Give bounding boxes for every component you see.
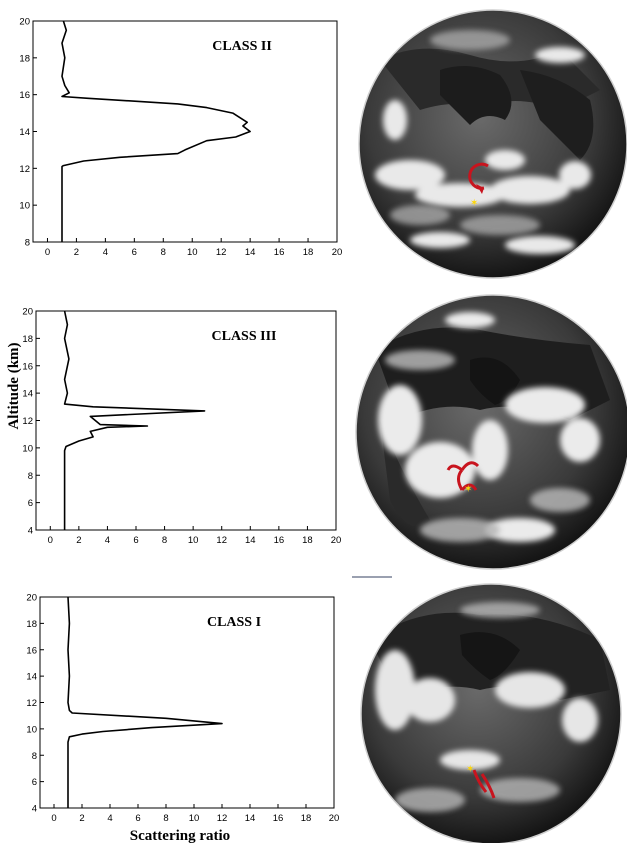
y-tick-label: 14 [19, 127, 30, 138]
x-tick-label: 10 [189, 813, 200, 824]
x-tick-label: 16 [274, 535, 285, 546]
panel-title: CLASS I [207, 615, 261, 630]
y-tick-label: 14 [26, 672, 37, 683]
illegible-caption-mark [352, 576, 392, 578]
y-tick-label: 6 [28, 498, 33, 509]
x-tick-label: 10 [188, 535, 199, 546]
x-axis-label: Scattering ratio [130, 828, 230, 843]
x-tick-label: 8 [163, 813, 168, 824]
x-tick-label: 2 [79, 813, 84, 824]
location-star-icon: ✶ [470, 198, 478, 209]
plot-frame [32, 20, 338, 243]
y-tick-label: 20 [19, 17, 30, 28]
x-tick-label: 8 [161, 247, 166, 258]
profile-line [61, 20, 251, 242]
y-tick-label: 20 [22, 307, 33, 318]
x-tick-label: 2 [74, 247, 79, 258]
x-tick-label: 0 [45, 247, 50, 258]
plot-frame [39, 596, 335, 809]
x-tick-label: 6 [133, 535, 138, 546]
y-tick-label: 10 [22, 443, 33, 454]
y-axis-label: Altitude (km) [6, 342, 22, 429]
convection-marker-icon [446, 461, 480, 491]
profile-panel-2: 0 2 4 6 8 10 12 14 16 18 20 4 6 8 10 12 14 16 18 20 CLASS II… [22, 307, 341, 547]
cyclone-arrow-icon [476, 184, 484, 194]
x-tick-label: 14 [245, 247, 256, 258]
x-tick-label: 0 [48, 535, 53, 546]
satellite-globe-class-i: ✶ [360, 583, 622, 843]
x-tick-label: 16 [274, 247, 285, 258]
profile-panel-1: 0 2 4 6 8 10 12 14 16 18 20 8 10 12 14 16 18 20 CLASS II [19, 17, 342, 259]
x-tick-label: 0 [51, 813, 56, 824]
cyclone-marker-icon [468, 162, 489, 190]
x-tick-label: 20 [329, 813, 340, 824]
y-tick-label: 14 [22, 389, 33, 400]
x-tick-label: 6 [135, 813, 140, 824]
y-tick-label: 16 [22, 361, 33, 372]
y-tick-label: 18 [26, 619, 37, 630]
y-tick-label: 8 [25, 238, 30, 249]
y-tick-label: 12 [22, 416, 33, 427]
x-tick-label: 10 [187, 247, 198, 258]
x-tick-label: 4 [107, 813, 112, 824]
y-tick-label: 12 [26, 698, 37, 709]
x-tick-label: 20 [332, 247, 343, 258]
x-tick-label: 14 [245, 535, 256, 546]
y-tick-label: 4 [32, 804, 37, 815]
y-tick-label: 18 [22, 334, 33, 345]
x-tick-label: 4 [105, 535, 110, 546]
satellite-globe-class-ii: ✶ [358, 9, 627, 279]
y-tick-label: 8 [32, 751, 37, 762]
x-tick-label: 12 [216, 535, 227, 546]
x-tick-label: 20 [331, 535, 342, 546]
y-tick-label: 16 [26, 645, 37, 656]
y-tick-label: 10 [19, 201, 30, 212]
y-tick-label: 12 [19, 164, 30, 175]
x-tick-label: 14 [245, 813, 256, 824]
x-tick-label: 12 [217, 813, 228, 824]
x-tick-label: 4 [103, 247, 108, 258]
x-tick-label: 2 [76, 535, 81, 546]
x-tick-label: 18 [303, 247, 314, 258]
panel-title: CLASS II [212, 39, 272, 54]
y-tick-label: 18 [19, 53, 30, 64]
plot-frame [35, 310, 337, 531]
y-tick-label: 20 [26, 593, 37, 604]
location-star-icon: ✶ [464, 484, 472, 495]
profile-line [67, 596, 223, 808]
profile-line [63, 310, 206, 530]
location-star-icon: ✶ [466, 764, 474, 775]
x-tick-label: 8 [162, 535, 167, 546]
y-tick-label: 4 [28, 526, 33, 537]
y-tick-label: 6 [32, 777, 37, 788]
y-tick-label: 16 [19, 90, 30, 101]
y-tick-label: 10 [26, 724, 37, 735]
profile-panel-3: 0 2 4 6 8 10 12 14 16 18 20 4 6 8 10 12 14 16 18 20 CLASS I [26, 593, 339, 825]
front-marker-icon [472, 769, 496, 799]
panel-title: CLASS III [212, 329, 277, 344]
x-tick-label: 16 [273, 813, 284, 824]
x-tick-label: 12 [216, 247, 227, 258]
x-tick-label: 18 [302, 535, 313, 546]
x-tick-label: 6 [132, 247, 137, 258]
satellite-globe-class-iii: ✶ [355, 294, 627, 570]
x-tick-label: 18 [301, 813, 312, 824]
y-tick-label: 8 [28, 471, 33, 482]
